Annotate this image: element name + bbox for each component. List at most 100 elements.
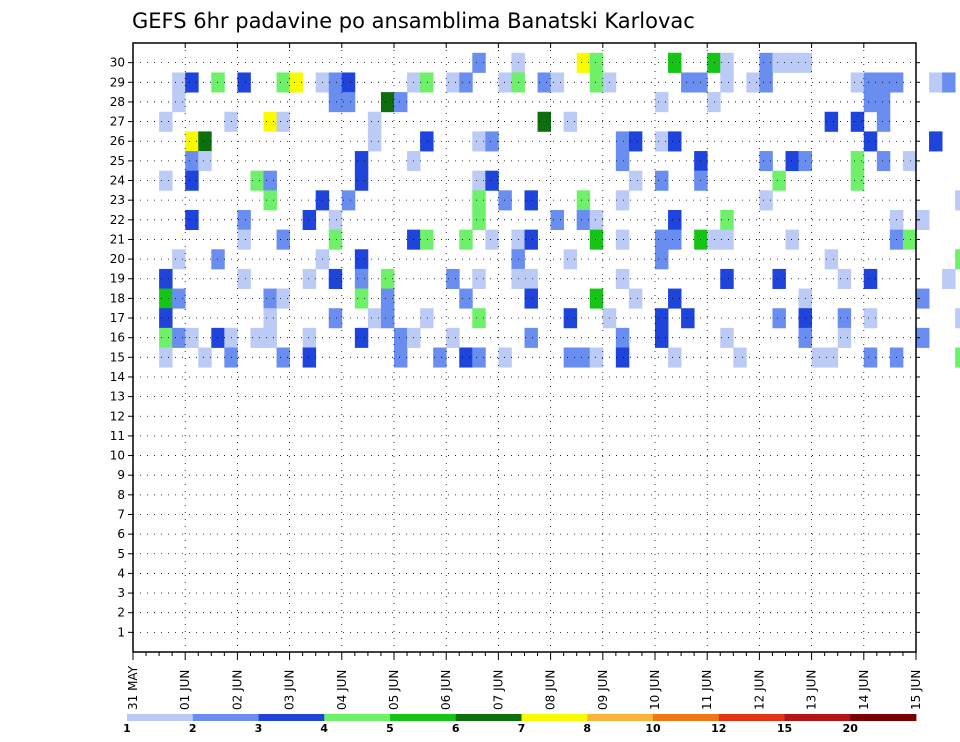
heatmap-cell <box>341 190 356 211</box>
legend-color-box <box>258 714 325 721</box>
x-tick-label: 14 JUN <box>857 670 871 710</box>
heatmap-cell <box>185 209 199 231</box>
x-tick-label: 07 JUN <box>491 670 505 710</box>
chart-title: GEFS 6hr padavine po ansamblima Banatski… <box>132 9 695 33</box>
heatmap-cell <box>380 268 395 289</box>
y-tick-label: 1 <box>117 625 125 639</box>
heatmap-cell <box>172 249 186 270</box>
heatmap-cell <box>863 268 878 289</box>
heatmap-cell <box>237 268 251 289</box>
heatmap-cell <box>902 151 917 172</box>
heatmap-cell <box>211 249 225 270</box>
heatmap-cell <box>328 229 343 250</box>
heatmap-cell <box>185 151 199 172</box>
heatmap-cell <box>707 52 721 73</box>
heatmap-cell <box>837 268 852 289</box>
heatmap-cell <box>159 308 173 329</box>
heatmap-cell <box>824 111 839 132</box>
heatmap-cell <box>172 72 186 93</box>
heatmap-cell <box>420 308 434 329</box>
heatmap-cell <box>354 327 369 348</box>
heatmap-cell <box>498 72 512 93</box>
heatmap-cell <box>237 209 251 231</box>
heatmap-cell <box>420 72 434 93</box>
heatmap-cell <box>668 229 682 250</box>
heatmap-cell <box>172 327 186 348</box>
heatmap-cell <box>472 190 486 211</box>
heatmap-cell <box>589 347 604 368</box>
heatmap-cell <box>459 229 473 250</box>
heatmap-cell <box>759 72 773 93</box>
legend-color-box <box>324 714 391 721</box>
heatmap-cell <box>420 131 434 152</box>
heatmap-cell <box>876 151 891 172</box>
heatmap-cell <box>772 170 786 191</box>
heatmap-cell <box>863 131 878 152</box>
heatmap-cell <box>615 190 630 211</box>
x-tick-label: 12 JUN <box>752 670 766 710</box>
heatmap-cell <box>655 327 669 348</box>
heatmap-cell <box>446 72 460 93</box>
heatmap-cell <box>211 327 225 348</box>
legend-color-box <box>521 714 588 721</box>
x-axis-ticks: 31 MAY 01 JUN 02 JUN 03 JUN 04 JUN 05 JUN 06 J… <box>126 43 923 710</box>
legend-color-box <box>653 714 720 721</box>
heatmap-cell <box>681 72 695 93</box>
y-tick-label: 15 <box>110 350 125 364</box>
heatmap-cell <box>628 170 643 191</box>
heatmap-cell <box>276 229 290 250</box>
heatmap-cell <box>263 190 277 211</box>
heatmap-cell <box>446 327 460 348</box>
legend-color-box <box>390 714 457 721</box>
heatmap-cell <box>772 268 786 289</box>
heatmap-cell <box>485 170 499 191</box>
y-tick-label: 25 <box>110 154 125 168</box>
heatmap-cell <box>589 229 604 250</box>
heatmap-cell <box>263 288 277 309</box>
heatmap-cell <box>185 170 199 191</box>
heatmap-cell <box>328 209 343 231</box>
heatmap-cell <box>563 111 578 132</box>
heatmap-cell <box>485 131 499 152</box>
y-tick-label: 14 <box>110 370 125 384</box>
legend-color-box <box>718 714 785 721</box>
y-tick-label: 5 <box>117 547 125 561</box>
heatmap-cell <box>772 52 786 73</box>
y-tick-label: 26 <box>110 134 125 148</box>
y-tick-label: 11 <box>110 429 125 443</box>
heatmap-cell <box>263 308 277 329</box>
heatmap-cell <box>185 327 199 348</box>
heatmap-cell <box>537 111 551 132</box>
heatmap-cell <box>876 92 891 113</box>
heatmap-cell <box>615 131 630 152</box>
heatmap-cell <box>354 249 369 270</box>
y-tick-label: 21 <box>110 232 125 246</box>
legend-color-box <box>784 714 851 721</box>
heatmap-cell <box>563 347 578 368</box>
heatmap-cell <box>929 131 943 152</box>
heatmap-cell <box>159 327 173 348</box>
heatmap-cell <box>328 92 343 113</box>
y-tick-label: 18 <box>110 291 125 305</box>
heatmap-cell <box>524 190 538 211</box>
y-tick-label: 3 <box>117 586 125 600</box>
legend-color-box <box>192 714 259 721</box>
heatmap-cell <box>498 190 512 211</box>
heatmap-cell <box>720 268 734 289</box>
heatmap-cell <box>655 131 669 152</box>
heatmap-cell <box>328 72 343 93</box>
heatmap-cell <box>354 170 369 191</box>
heatmap-cell <box>576 347 591 368</box>
heatmap-cell <box>720 229 734 250</box>
heatmap-cell <box>929 72 943 93</box>
heatmap-cell <box>198 131 212 152</box>
color-legend: 1 2 3 4 5 6 7 8 10 12 15 20 <box>123 714 917 735</box>
heatmap-cell <box>733 347 747 368</box>
heatmap-cell <box>433 347 447 368</box>
x-tick-label: 10 JUN <box>648 670 662 710</box>
heatmap-cell <box>302 268 317 289</box>
heatmap-cell <box>668 131 682 152</box>
y-tick-label: 7 <box>117 507 125 521</box>
y-tick-label: 22 <box>110 213 125 227</box>
heatmap-cell <box>550 209 565 231</box>
